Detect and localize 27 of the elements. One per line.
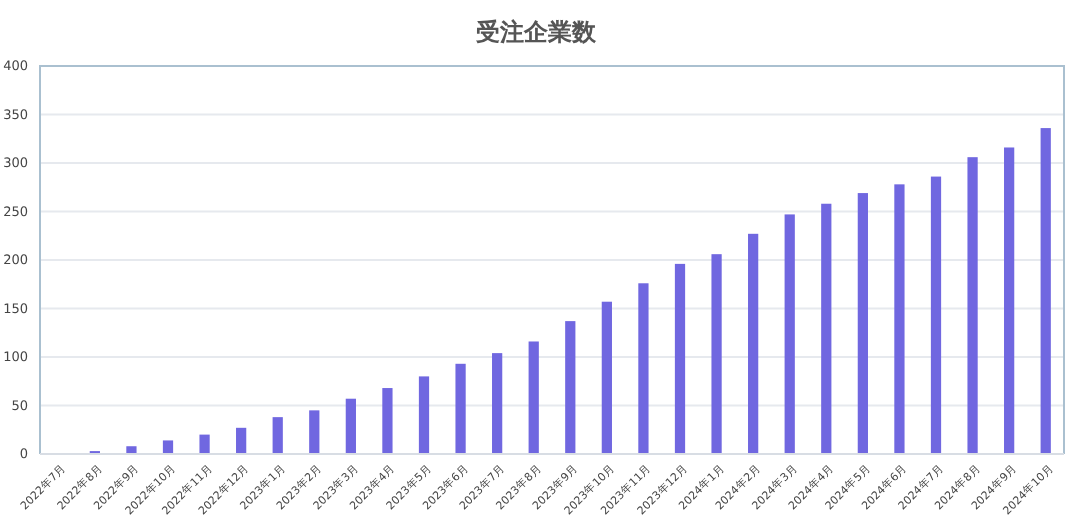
bar <box>857 193 868 454</box>
bar <box>894 184 905 454</box>
bar <box>455 363 466 454</box>
bar <box>345 398 356 454</box>
bar <box>1004 147 1015 454</box>
bar <box>674 263 686 454</box>
bar <box>492 353 503 454</box>
bar <box>162 440 174 454</box>
bar <box>382 388 393 454</box>
bar <box>638 283 649 454</box>
bar <box>748 233 759 454</box>
bar <box>821 203 832 454</box>
bar <box>309 410 320 454</box>
bar <box>711 254 722 454</box>
chart-title: 受注企業数 <box>474 18 598 46</box>
bar <box>930 176 942 454</box>
bar <box>272 417 283 454</box>
bar <box>126 446 137 454</box>
bar <box>784 214 795 454</box>
bar <box>418 376 430 454</box>
bar <box>601 301 612 454</box>
bar <box>565 321 576 454</box>
bar <box>528 341 539 454</box>
bar <box>1040 128 1051 454</box>
bar <box>199 434 210 454</box>
bar <box>967 157 978 454</box>
bar <box>236 427 247 454</box>
